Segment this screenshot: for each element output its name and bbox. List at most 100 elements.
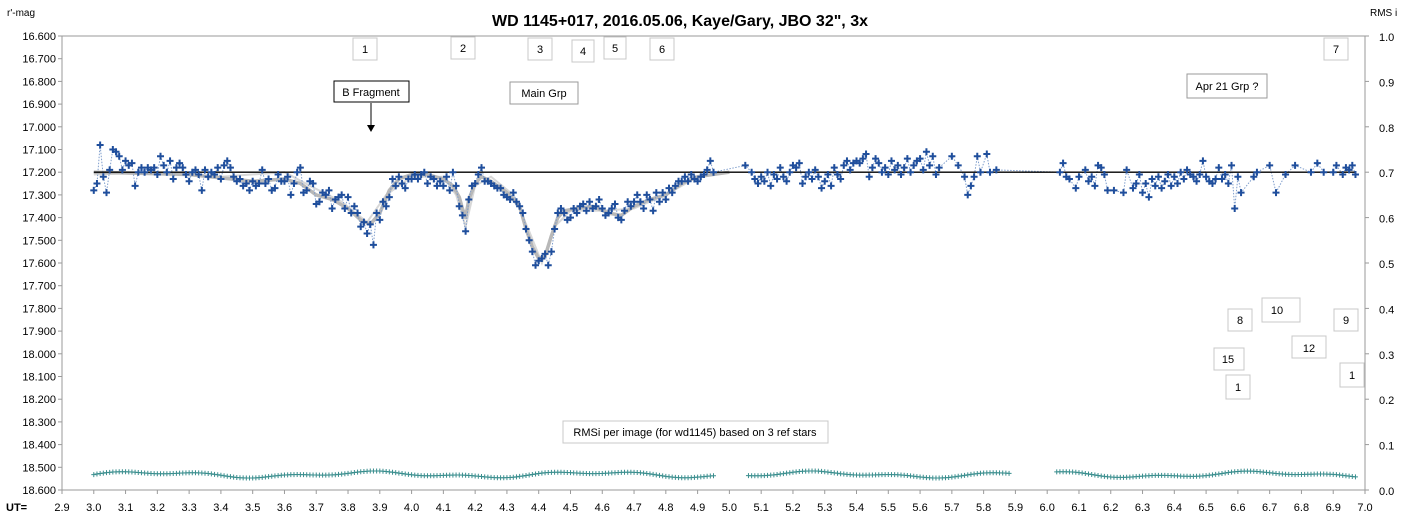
magnitude-point: [1135, 170, 1143, 178]
svg-text:12: 12: [1303, 343, 1315, 355]
rms-note-box: [562, 420, 829, 444]
magnitude-point: [897, 170, 905, 178]
number-box: 2: [450, 36, 476, 60]
magnitude-point: [662, 195, 670, 203]
magnitude-point: [608, 205, 616, 213]
magnitude-point: [512, 198, 520, 206]
magnitude-point: [325, 186, 333, 194]
magnitude-point: [611, 200, 619, 208]
y-right-tick-label: 1.0: [1379, 32, 1394, 44]
magnitude-point: [214, 164, 222, 172]
number-box: 12: [1291, 335, 1327, 359]
magnitude-point: [411, 170, 419, 178]
number-box: 6: [649, 37, 675, 61]
x-tick-label: 4.5: [563, 502, 578, 514]
y-left-tick-label: 18.500: [22, 462, 56, 474]
magnitude-point: [554, 209, 562, 217]
magnitude-point: [1228, 161, 1236, 169]
magnitude-point: [182, 170, 190, 178]
y-left-tick-label: 16.600: [22, 31, 56, 43]
magnitude-point: [1132, 180, 1140, 188]
magnitude-point: [322, 191, 330, 199]
magnitude-point: [382, 202, 390, 210]
magnitude-point: [605, 209, 613, 217]
magnitude-point: [369, 241, 377, 249]
magnitude-point: [547, 248, 555, 256]
magnitude-point: [636, 198, 644, 206]
magnitude-point: [710, 168, 717, 176]
x-tick-label: 4.1: [436, 502, 451, 514]
magnitude-point: [271, 184, 279, 192]
magnitude-point: [160, 161, 168, 169]
number-box: 15: [1213, 347, 1245, 371]
magnitude-point: [544, 261, 552, 269]
magnitude-point: [1329, 168, 1337, 176]
magnitude-point: [430, 175, 438, 183]
magnitude-point: [1123, 166, 1131, 174]
svg-text:1: 1: [362, 44, 368, 56]
number-box: 3: [527, 37, 553, 61]
magnitude-point: [560, 209, 568, 217]
magnitude-point: [773, 175, 781, 183]
magnitude-point: [973, 152, 981, 160]
model-fit-layer: [93, 170, 730, 266]
magnitude-point: [798, 180, 806, 188]
magnitude-point: [655, 198, 663, 206]
magnitude-point: [1224, 180, 1232, 188]
magnitude-point: [862, 150, 870, 158]
magnitude-point: [1072, 184, 1080, 192]
magnitude-point: [643, 191, 651, 199]
x-tick-label: 4.3: [499, 502, 514, 514]
x-tick-label: 6.9: [1326, 502, 1341, 514]
magnitude-point: [932, 170, 940, 178]
x-tick-label: 5.4: [849, 502, 864, 514]
rms-point: [650, 471, 656, 477]
magnitude-point: [455, 202, 463, 210]
magnitude-point: [1253, 168, 1261, 176]
x-tick-label: 5.7: [944, 502, 959, 514]
magnitude-point: [344, 193, 352, 201]
x-tick-label: 4.2: [467, 502, 482, 514]
magnitude-point: [884, 170, 892, 178]
x-tick-label: 7.0: [1357, 502, 1372, 514]
magnitude-point: [961, 173, 969, 181]
magnitude-point: [220, 161, 228, 169]
y-right-tick-label: 0.7: [1379, 168, 1394, 180]
magnitude-point: [223, 157, 231, 165]
x-tick-label: 6.4: [1167, 502, 1182, 514]
y-left-tick-label: 18.400: [22, 440, 56, 452]
magnitude-point: [433, 182, 441, 190]
y-left-tick-label: 16.900: [22, 99, 56, 111]
magnitude-point: [779, 173, 787, 181]
rms-point: [653, 472, 659, 478]
magnitude-point: [366, 220, 374, 228]
magnitude-point: [465, 195, 473, 203]
y-right-tick-label: 0.6: [1379, 214, 1394, 226]
y-left-tick-label: 17.800: [22, 303, 56, 315]
magnitude-point: [1088, 173, 1096, 181]
magnitude-point: [1119, 189, 1127, 197]
magnitude-point: [478, 164, 486, 172]
y-left-tick-label: 17.600: [22, 258, 56, 270]
magnitude-point: [741, 161, 749, 169]
magnitude-point: [1056, 168, 1064, 176]
magnitude-point: [474, 170, 482, 178]
magnitude-point: [846, 166, 854, 174]
magnitude-point: [519, 209, 527, 217]
x-tick-label: 6.6: [1230, 502, 1245, 514]
magnitude-point: [687, 170, 695, 178]
x-tick-label: 5.0: [722, 502, 737, 514]
magnitude-point: [392, 182, 400, 190]
magnitude-point: [360, 218, 368, 226]
magnitude-point: [204, 173, 212, 181]
x-tick-label: 3.1: [118, 502, 133, 514]
magnitude-point: [1151, 182, 1159, 190]
magnitude-point: [678, 177, 686, 185]
data-dotted-line-layer: [93, 144, 1356, 267]
magnitude-point: [99, 173, 107, 181]
magnitude-point: [1148, 175, 1156, 183]
svg-text:15: 15: [1222, 354, 1234, 366]
magnitude-point: [261, 180, 269, 188]
magnitude-points-layer: [90, 141, 1359, 269]
magnitude-point: [811, 166, 819, 174]
